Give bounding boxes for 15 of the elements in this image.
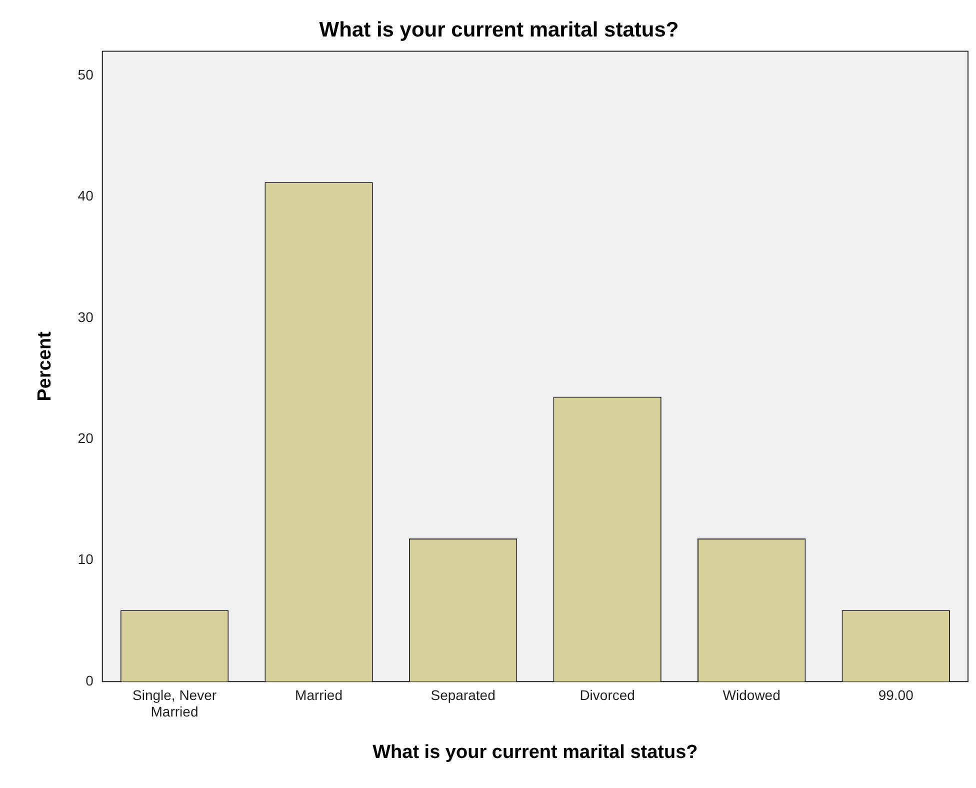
y-tick-label: 30 [78, 308, 94, 325]
chart-title: What is your current marital status? [319, 18, 679, 42]
x-tick-label: Widowed [722, 686, 780, 703]
x-tick-label: Single, Never Married [132, 686, 217, 720]
y-tick-label: 0 [86, 672, 94, 688]
y-tick-label: 10 [78, 551, 94, 568]
x-tick-label: Married [295, 686, 343, 703]
x-tick-label: Divorced [580, 686, 635, 703]
x-axis-title: What is your current marital status? [372, 742, 698, 763]
x-tick-label: Separated [430, 686, 496, 703]
x-tick-label: 99.00 [878, 686, 914, 703]
y-tick-label: 40 [78, 188, 94, 204]
y-tick-label: 20 [78, 430, 94, 446]
y-axis-title: Percent [34, 330, 56, 402]
y-tick-label: 50 [78, 66, 94, 82]
